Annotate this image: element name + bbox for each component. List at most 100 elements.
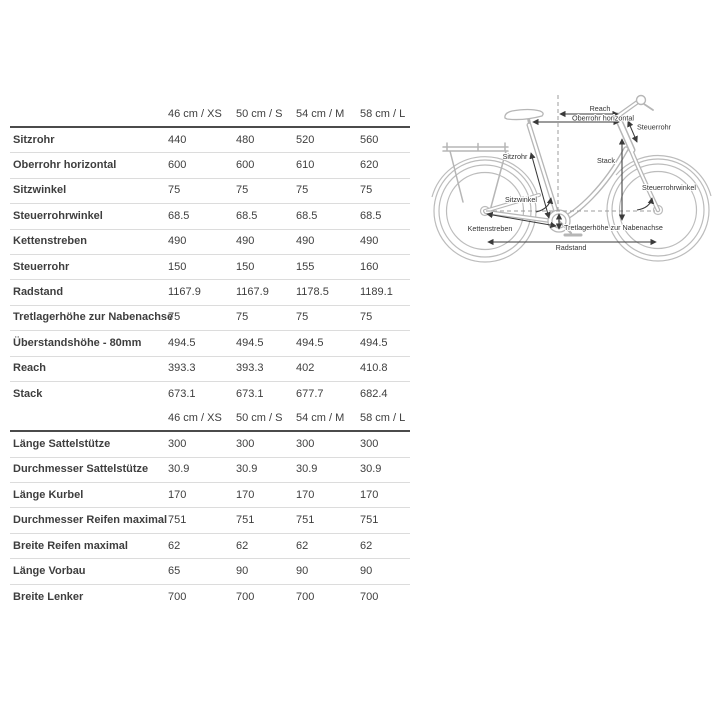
size-column-header: 50 cm / S bbox=[236, 412, 283, 425]
brake-lever bbox=[643, 103, 654, 111]
size-column-header: 54 cm / M bbox=[296, 108, 345, 120]
row-label: Länge Vorbau bbox=[13, 564, 86, 577]
cell-value: 30.9 bbox=[236, 463, 258, 476]
cell-value: 494.5 bbox=[296, 336, 324, 349]
row-label: Überstandshöhe - 80mm bbox=[13, 336, 142, 349]
cell-value: 751 bbox=[360, 514, 379, 527]
table-row: Tretlagerhöhe zur Nabenachse 75 75 75 75 bbox=[10, 306, 410, 332]
cell-value: 1189.1 bbox=[360, 286, 393, 299]
diagram-label-radstand: Radstand bbox=[556, 243, 587, 252]
diagram-label-steuerrohrwinkel: Steuerrohrwinkel bbox=[642, 183, 696, 192]
cell-value: 393.3 bbox=[168, 362, 196, 375]
cell-value: 300 bbox=[236, 437, 255, 450]
row-label: Radstand bbox=[13, 286, 64, 299]
cell-value: 410.8 bbox=[360, 362, 388, 375]
cell-value: 75 bbox=[296, 311, 309, 324]
table-row: Radstand 1167.9 1167.9 1178.5 1189.1 bbox=[10, 280, 410, 306]
diagram-label-oberrohr: Oberrohr horizontal bbox=[572, 114, 634, 123]
cell-value: 490 bbox=[360, 235, 379, 248]
cell-value: 62 bbox=[360, 539, 373, 552]
diagram-label-stack: Stack bbox=[597, 156, 615, 165]
table-row: Sitzwinkel 75 75 75 75 bbox=[10, 179, 410, 205]
row-label: Sitzwinkel bbox=[13, 184, 67, 197]
row-label: Durchmesser Sattelstütze bbox=[13, 463, 149, 476]
cell-value: 1167.9 bbox=[236, 286, 269, 299]
table-row: Oberrohr horizontal 600 600 610 620 bbox=[10, 153, 410, 179]
cell-value: 75 bbox=[296, 184, 309, 197]
diagram-label-reach: Reach bbox=[590, 104, 611, 113]
diagram-label-steuerrohr: Steuerrohr bbox=[637, 123, 672, 132]
cell-value: 520 bbox=[296, 133, 315, 146]
spec-tables: 46 cm / XS 50 cm / S 54 cm / M 58 cm / L Sit… bbox=[10, 103, 410, 610]
cell-value: 155 bbox=[296, 260, 315, 273]
cell-value: 75 bbox=[236, 311, 249, 324]
size-column-header: 46 cm / XS bbox=[168, 108, 222, 120]
table-row: Länge Vorbau 65 90 90 90 bbox=[10, 559, 410, 585]
table-row: Länge Sattelstütze 300 300 300 300 bbox=[10, 432, 410, 458]
cell-value: 62 bbox=[236, 539, 249, 552]
size-column-header: 46 cm / XS bbox=[168, 412, 222, 425]
cell-value: 68.5 bbox=[168, 209, 190, 222]
row-label: Stack bbox=[13, 388, 43, 401]
cell-value: 494.5 bbox=[168, 336, 196, 349]
size-column-header: 58 cm / L bbox=[360, 108, 406, 120]
cell-value: 170 bbox=[360, 488, 379, 501]
rear-rack bbox=[442, 142, 509, 208]
cell-value: 560 bbox=[360, 133, 379, 146]
row-label: Tretlagerhöhe zur Nabenachse bbox=[13, 311, 174, 324]
cell-value: 75 bbox=[360, 184, 373, 197]
table-row: Kettenstreben 490 490 490 490 bbox=[10, 230, 410, 255]
cell-value: 494.5 bbox=[360, 336, 388, 349]
cell-value: 300 bbox=[360, 437, 379, 450]
rear-fender bbox=[431, 156, 539, 198]
cell-value: 150 bbox=[236, 260, 255, 273]
row-label: Steuerrohrwinkel bbox=[13, 209, 103, 222]
row-label: Breite Reifen maximal bbox=[13, 539, 128, 552]
table-row: Sitzrohr 440 480 520 560 bbox=[10, 128, 410, 154]
cell-value: 1167.9 bbox=[168, 286, 201, 299]
bike-geometry-diagram: Reach Oberrohr horizontal Steuerrohr Sta… bbox=[431, 94, 712, 263]
row-label: Steuerrohr bbox=[13, 260, 70, 273]
cell-value: 62 bbox=[168, 539, 181, 552]
cell-value: 393.3 bbox=[236, 362, 264, 375]
cell-value: 490 bbox=[296, 235, 315, 248]
cell-value: 673.1 bbox=[236, 388, 264, 401]
table-row: Stack 673.1 673.1 677.7 682.4 bbox=[10, 382, 410, 407]
cell-value: 402 bbox=[296, 362, 315, 375]
cell-value: 75 bbox=[168, 311, 181, 324]
row-label: Oberrohr horizontal bbox=[13, 159, 117, 172]
cell-value: 90 bbox=[236, 564, 249, 577]
cell-value: 62 bbox=[296, 539, 309, 552]
cell-value: 30.9 bbox=[296, 463, 318, 476]
size-column-header: 50 cm / S bbox=[236, 108, 283, 120]
diagram-label-kettenstreben: Kettenstreben bbox=[468, 224, 513, 233]
diagram-label-sitzwinkel: Sitzwinkel bbox=[505, 195, 537, 204]
cell-value: 620 bbox=[360, 159, 379, 172]
cell-value: 490 bbox=[168, 235, 187, 248]
row-label: Breite Lenker bbox=[13, 590, 84, 603]
cell-value: 440 bbox=[168, 133, 187, 146]
cell-value: 150 bbox=[168, 260, 187, 273]
cell-value: 751 bbox=[236, 514, 255, 527]
cell-value: 170 bbox=[168, 488, 187, 501]
handlebar-grip bbox=[635, 94, 647, 106]
cell-value: 494.5 bbox=[236, 336, 264, 349]
cell-value: 1178.5 bbox=[296, 286, 329, 299]
cell-value: 480 bbox=[236, 133, 255, 146]
table-header-row: 46 cm / XS 50 cm / S 54 cm / M 58 cm / L bbox=[10, 407, 410, 433]
cell-value: 65 bbox=[168, 564, 181, 577]
cell-value: 300 bbox=[296, 437, 315, 450]
table-row: Durchmesser Reifen maximal 751 751 751 751 bbox=[10, 508, 410, 534]
cell-value: 751 bbox=[168, 514, 187, 527]
diagram-label-sitzrohr: Sitzrohr bbox=[503, 152, 528, 161]
cell-value: 170 bbox=[236, 488, 255, 501]
cell-value: 30.9 bbox=[360, 463, 382, 476]
cell-value: 75 bbox=[236, 184, 249, 197]
cell-value: 490 bbox=[236, 235, 255, 248]
row-label: Länge Kurbel bbox=[13, 488, 84, 501]
cell-value: 68.5 bbox=[296, 209, 318, 222]
cell-value: 700 bbox=[360, 590, 379, 603]
cell-value: 600 bbox=[236, 159, 255, 172]
cell-value: 600 bbox=[168, 159, 187, 172]
table-row: Steuerrohrwinkel 68.5 68.5 68.5 68.5 bbox=[10, 204, 410, 230]
